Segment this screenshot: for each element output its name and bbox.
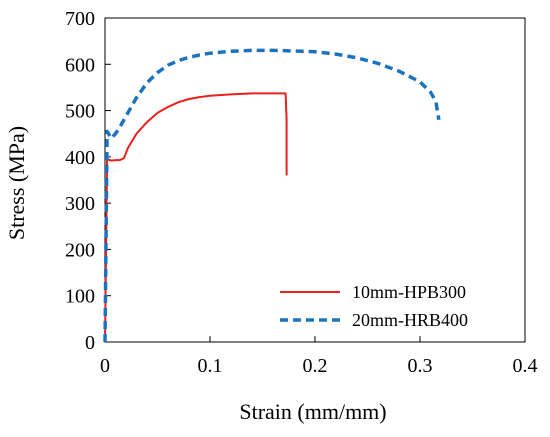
series-line-1: [104, 92, 288, 343]
series-layer: [103, 48, 441, 343]
x-tick-label-0.3: 0.3: [408, 355, 433, 377]
y-tick-label-200: 200: [65, 239, 95, 261]
x-tick-label-0.1: 0.1: [198, 355, 223, 377]
legend: 10mm-HPB300 20mm-HRB400: [280, 282, 468, 330]
y-tick-label-600: 600: [65, 54, 95, 76]
y-tick-label-100: 100: [65, 286, 95, 308]
y-tick-label-0: 0: [85, 332, 95, 354]
y-tick-label-400: 400: [65, 147, 95, 169]
axes: 0 100 200 300 400 500 600 700 0 0.1 0.2 0.3 0.4: [65, 8, 538, 377]
x-axis-title: Strain (mm/mm): [239, 399, 386, 424]
y-tick-label-500: 500: [65, 101, 95, 123]
y-axis-title: Stress (MPa): [4, 126, 29, 240]
y-tick-label-300: 300: [65, 193, 95, 215]
x-tick-label-0: 0: [100, 355, 110, 377]
legend-label-1: 10mm-HPB300: [352, 282, 466, 302]
x-tick-label-0.2: 0.2: [303, 355, 328, 377]
series-line-2: [103, 48, 441, 343]
legend-label-2: 20mm-HRB400: [352, 310, 468, 330]
y-tick-label-700: 700: [65, 8, 95, 30]
x-tick-label-0.4: 0.4: [513, 355, 538, 377]
